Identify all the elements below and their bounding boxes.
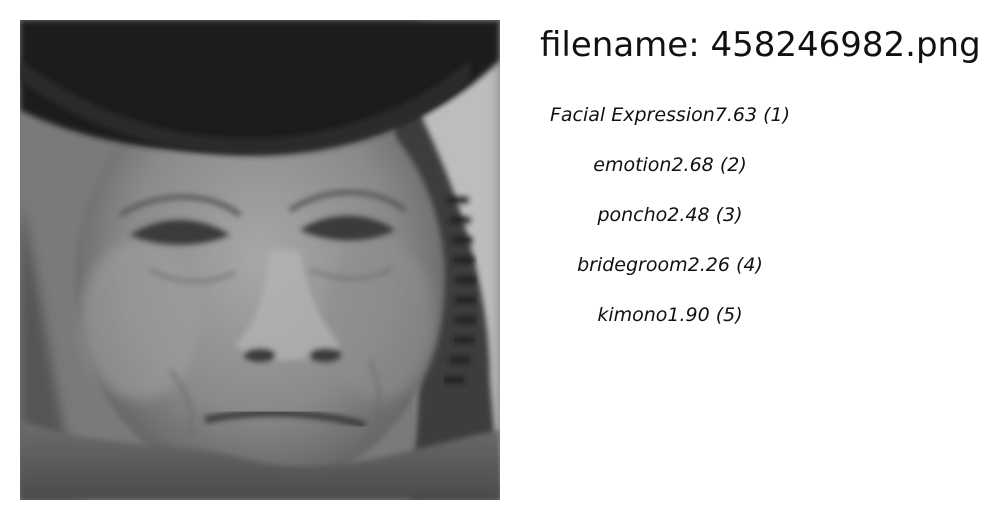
prediction-label: emotion <box>593 154 672 176</box>
prediction-label: bridegroom <box>577 254 688 276</box>
filename-heading: filename: 458246982.png <box>540 24 981 66</box>
prediction-row: Facial Expression7.63 (1) <box>540 100 800 150</box>
prediction-rank: (2) <box>719 154 747 176</box>
mouth <box>204 409 366 429</box>
prediction-score: 2.26 <box>687 254 730 276</box>
prediction-rank: (3) <box>715 204 743 226</box>
prediction-score: 2.68 <box>671 154 714 176</box>
prediction-row: emotion2.68 (2) <box>540 150 800 200</box>
filename-value: 458246982.png <box>710 25 981 65</box>
prediction-panel: filename: 458246982.png Facial Expressio… <box>540 0 981 520</box>
nose <box>235 250 341 362</box>
zipper-detail <box>443 197 477 383</box>
prediction-rank: (5) <box>715 304 743 326</box>
prediction-score: 2.48 <box>667 204 710 226</box>
prediction-score: 7.63 <box>714 104 758 126</box>
prediction-rank: (4) <box>735 254 763 276</box>
filename-label: filename: <box>540 25 700 65</box>
prediction-row: kimono1.90 (5) <box>540 300 800 350</box>
knit-hat <box>20 20 500 156</box>
prediction-label: poncho <box>597 204 668 226</box>
prediction-row: poncho2.48 (3) <box>540 200 800 250</box>
portrait-photo <box>20 20 500 500</box>
prediction-label: kimono <box>597 304 668 326</box>
scarf <box>20 420 500 500</box>
prediction-row: bridegroom2.26 (4) <box>540 250 800 300</box>
portrait-image <box>20 20 500 500</box>
prediction-rank: (1) <box>763 104 791 126</box>
prediction-score: 1.90 <box>667 304 710 326</box>
eyes <box>118 189 407 245</box>
prediction-list: Facial Expression7.63 (1) emotion2.68 (2… <box>540 100 800 350</box>
prediction-label: Facial Expression <box>549 104 715 126</box>
